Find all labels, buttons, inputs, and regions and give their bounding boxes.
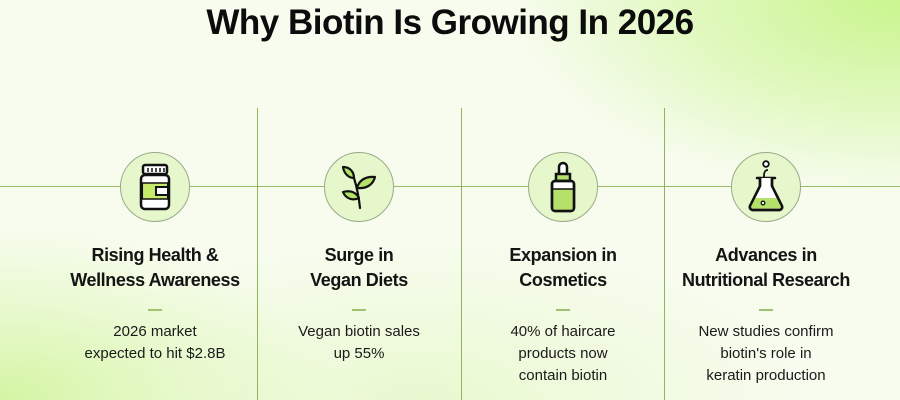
trend-card-vegan-diets: Surge in Vegan Diets Vegan biotin sales … bbox=[257, 0, 461, 400]
column-divider bbox=[664, 108, 665, 400]
icon-badge bbox=[528, 152, 598, 222]
trend-description: New studies confirm biotin's role in ker… bbox=[664, 321, 868, 387]
desc-line: 40% of haircare bbox=[510, 323, 616, 340]
plant-sprout-icon bbox=[341, 165, 377, 210]
lab-flask-icon bbox=[748, 160, 784, 212]
dropper-bottle-icon bbox=[550, 161, 576, 213]
desc-line: products now bbox=[518, 345, 608, 362]
heading-line: Advances in bbox=[715, 245, 817, 265]
page-title: Why Biotin Is Growing In 2026 bbox=[206, 3, 694, 42]
desc-line: biotin's role in bbox=[720, 345, 812, 362]
heading-line: Surge in bbox=[324, 245, 394, 265]
desc-line: 2026 market bbox=[113, 323, 197, 340]
trend-card-cosmetics: Expansion in Cosmetics 40% of haircare p… bbox=[461, 0, 665, 400]
trend-heading: Advances in Nutritional Research bbox=[664, 243, 868, 293]
heading-line: Cosmetics bbox=[519, 270, 607, 290]
separator-dash bbox=[148, 309, 162, 311]
desc-line: up 55% bbox=[333, 345, 385, 362]
heading-line: Rising Health & bbox=[91, 245, 219, 265]
column-divider bbox=[257, 108, 258, 400]
icon-badge bbox=[324, 152, 394, 222]
desc-line: keratin production bbox=[706, 367, 826, 384]
heading-line: Wellness Awareness bbox=[70, 270, 240, 290]
heading-line: Vegan Diets bbox=[310, 270, 408, 290]
desc-line: New studies confirm bbox=[698, 323, 834, 340]
trend-card-nutritional-research: Advances in Nutritional Research New stu… bbox=[664, 0, 868, 400]
column-divider bbox=[461, 108, 462, 400]
separator-dash bbox=[759, 309, 773, 311]
trend-card-health-awareness: Rising Health & Wellness Awareness 2026 … bbox=[53, 0, 257, 400]
desc-line: Vegan biotin sales bbox=[298, 323, 420, 340]
heading-line: Expansion in bbox=[509, 245, 617, 265]
trend-description: Vegan biotin sales up 55% bbox=[257, 321, 461, 365]
icon-badge bbox=[731, 152, 801, 222]
trend-description: 40% of haircare products now contain bio… bbox=[461, 321, 665, 387]
icon-badge bbox=[120, 152, 190, 222]
horizontal-divider bbox=[0, 186, 900, 187]
trend-heading: Expansion in Cosmetics bbox=[461, 243, 665, 293]
separator-dash bbox=[352, 309, 366, 311]
desc-line: contain biotin bbox=[518, 367, 608, 384]
desc-line: expected to hit $2.8B bbox=[84, 345, 226, 362]
heading-line: Nutritional Research bbox=[681, 270, 851, 290]
trend-heading: Rising Health & Wellness Awareness bbox=[53, 243, 257, 293]
supplement-bottle-icon bbox=[139, 163, 171, 211]
trend-description: 2026 market expected to hit $2.8B bbox=[53, 321, 257, 365]
trend-heading: Surge in Vegan Diets bbox=[257, 243, 461, 293]
separator-dash bbox=[556, 309, 570, 311]
